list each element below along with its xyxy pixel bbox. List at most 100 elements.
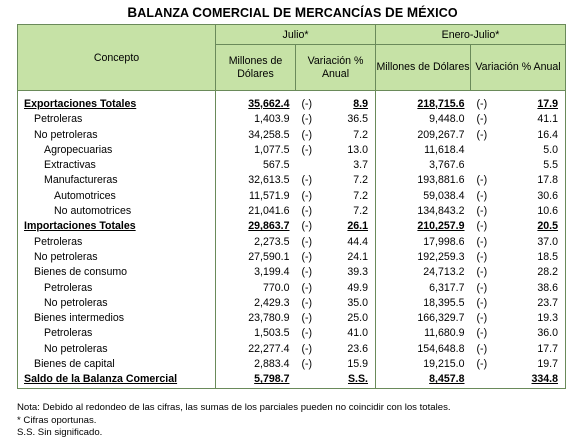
value-variacion: 25.0	[347, 312, 369, 325]
sign-indicator: (-)	[301, 312, 313, 325]
table-body: Exportaciones Totales 35,662.4 (-) 8.9 218,7…	[17, 90, 567, 389]
sign-indicator: (-)	[301, 220, 313, 233]
header-period-julio: Julio*	[214, 24, 377, 45]
table-row: Importaciones Totales 29,863.7 (-) 26.1 210,…	[17, 219, 567, 235]
value-millones: 1,077.5	[254, 143, 290, 156]
value-variacion: 28.2	[537, 266, 559, 279]
table-row: Automotrices 11,571.9 (-) 7.2 59,038.4 (-) 30.…	[17, 188, 567, 205]
header-millones-2: Millones de Dólares	[375, 44, 472, 91]
value-variacion: 23.7	[537, 296, 559, 309]
value-millones: 35,662.4	[248, 98, 290, 110]
sign-indicator: (-)	[476, 358, 488, 371]
table-row: Saldo de la Balanza Comercial 5,798.7 S.S.…	[17, 372, 567, 389]
trade-balance-table: Concepto Julio* Enero-Julio* Millones de…	[17, 24, 567, 389]
sign-indicator: (-)	[301, 342, 313, 355]
sign-indicator: (-)	[301, 205, 313, 218]
value-variacion: 13.0	[347, 143, 369, 156]
sign-indicator: (-)	[301, 98, 313, 110]
sign-indicator: (-)	[301, 174, 313, 187]
value-millones: 9,448.0	[429, 113, 465, 126]
table-row: Manufactureras 32,613.5 (-) 7.2 193,881.6 (-)…	[17, 173, 567, 189]
row-label: Saldo de la Balanza Comercial	[24, 373, 178, 386]
sign-indicator: (-)	[476, 312, 488, 325]
sign-indicator: (-)	[476, 296, 488, 309]
sign-indicator: (-)	[301, 143, 313, 156]
sign-indicator: (-)	[476, 250, 488, 263]
value-variacion: 15.9	[347, 358, 369, 371]
row-label: No petroleras	[34, 250, 98, 263]
value-millones: 24,713.2	[423, 266, 465, 279]
value-variacion: 26.1	[347, 220, 369, 233]
value-variacion: 7.2	[353, 205, 369, 218]
sign-indicator: (-)	[301, 296, 313, 309]
value-millones: 3,767.6	[429, 159, 465, 172]
value-millones: 11,571.9	[249, 189, 290, 202]
value-millones: 34,258.5	[248, 128, 290, 141]
sign-indicator: (-)	[301, 128, 313, 141]
note-ss: S.S. Sin significado.	[17, 427, 103, 439]
value-variacion: 17.7	[537, 342, 559, 355]
sign-indicator: (-)	[476, 98, 488, 110]
value-variacion: 7.2	[353, 174, 369, 187]
row-label: Bienes de consumo	[34, 266, 128, 279]
value-variacion: 3.7	[353, 159, 369, 172]
sign-indicator: (-)	[301, 327, 313, 340]
header-millones-1: Millones de Dólares	[215, 44, 296, 91]
sign-indicator: (-)	[476, 113, 488, 126]
value-millones: 2,883.4	[254, 358, 290, 371]
row-label: Importaciones Totales	[24, 220, 136, 233]
value-variacion: 41.0	[347, 327, 369, 340]
value-millones: 22,277.4	[248, 342, 290, 355]
row-label: Bienes de capital	[34, 358, 115, 371]
value-millones: 59,038.4	[423, 189, 465, 202]
value-variacion: 23.6	[347, 342, 369, 355]
row-label: Agropecuarias	[44, 143, 113, 156]
value-millones: 154,648.8	[417, 342, 465, 355]
value-millones: 18,395.5	[423, 296, 465, 309]
value-millones: 218,715.6	[417, 98, 465, 110]
sign-indicator: (-)	[301, 358, 313, 371]
value-millones: 193,881.6	[417, 174, 465, 187]
value-millones: 8,457.8	[429, 373, 465, 386]
table-title-text: BALANZA COMERCIAL DE MERCANCÍAS DE MÉXIC…	[127, 5, 458, 20]
value-variacion: 8.9	[353, 98, 369, 110]
value-millones: 11,680.9	[424, 327, 465, 340]
header-concepto: Concepto	[17, 24, 216, 91]
header-variacion-1: Variación % Anual	[294, 44, 377, 91]
sign-indicator: (-)	[476, 281, 488, 294]
value-millones: 2,273.5	[254, 235, 290, 248]
table-row: Extractivas 567.5 3.7 3,767.6 5.5	[17, 158, 567, 174]
value-millones: 567.5	[262, 159, 290, 172]
value-variacion: 35.0	[347, 296, 369, 309]
table-notes: Nota: Debido al redondeo de las cifras, …	[17, 402, 451, 440]
value-variacion: S.S.	[347, 373, 369, 386]
row-label: Exportaciones Totales	[24, 98, 137, 110]
table-row: Petroleras 1,503.5 (-) 41.0 11,680.9 (-) 36.0	[17, 326, 567, 342]
value-variacion: 18.5	[537, 250, 559, 263]
table-row: Petroleras 2,273.5 (-) 44.4 17,998.6 (-) 37.0	[17, 234, 567, 250]
value-variacion: 16.4	[537, 128, 559, 141]
sign-indicator: (-)	[476, 342, 488, 355]
sign-indicator: (-)	[476, 220, 488, 233]
value-variacion: 36.0	[537, 327, 559, 340]
table-row: Petroleras 1,403.9 (-) 36.5 9,448.0 (-) 41.1	[17, 112, 567, 128]
value-millones: 210,257.9	[417, 220, 465, 233]
table-row: No petroleras 2,429.3 (-) 35.0 18,395.5 (-) 23…	[17, 295, 567, 312]
table-row: No petroleras 34,258.5 (-) 7.2 209,267.7 (-) 1…	[17, 127, 567, 143]
table-row: No petroleras 27,590.1 (-) 24.1 192,259.3 (-)…	[17, 249, 567, 266]
value-millones: 17,998.6	[423, 235, 465, 248]
table-row: Petroleras 770.0 (-) 49.9 6,317.7 (-) 38.6	[17, 280, 567, 296]
value-millones: 166,329.7	[417, 312, 465, 325]
value-millones: 23,780.9	[248, 312, 290, 325]
value-variacion: 7.2	[353, 189, 369, 202]
sign-indicator: (-)	[476, 174, 488, 187]
value-variacion: 24.1	[347, 250, 369, 263]
sign-indicator: (-)	[301, 189, 313, 202]
table-row: No petroleras 22,277.4 (-) 23.6 154,648.8 (-)…	[17, 341, 567, 358]
value-millones: 5,798.7	[254, 373, 290, 386]
row-label: Petroleras	[34, 113, 83, 126]
value-millones: 1,503.5	[254, 327, 290, 340]
value-variacion: 20.5	[537, 220, 559, 233]
value-millones: 192,259.3	[417, 250, 465, 263]
value-millones: 1,403.9	[254, 113, 290, 126]
